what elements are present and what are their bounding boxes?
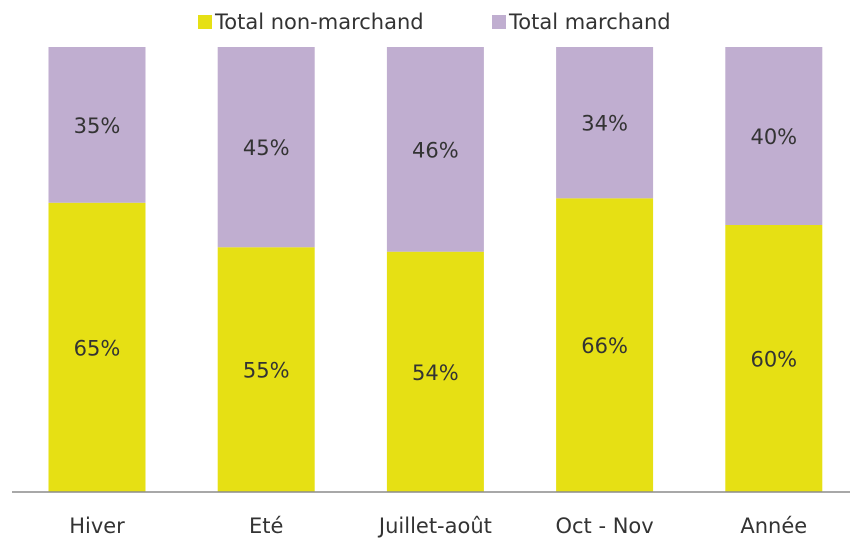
legend-label: Total marchand bbox=[508, 10, 671, 34]
value-label: 66% bbox=[581, 334, 628, 358]
bar-segment bbox=[217, 47, 315, 248]
bar-segment bbox=[556, 47, 654, 199]
value-label: 40% bbox=[750, 125, 797, 149]
value-label: 45% bbox=[243, 136, 290, 160]
bar-segment bbox=[725, 225, 823, 492]
bar-segment bbox=[556, 198, 654, 493]
value-label: 34% bbox=[581, 112, 628, 136]
value-label: 35% bbox=[74, 114, 121, 138]
bar-segment bbox=[725, 47, 823, 225]
value-label: 55% bbox=[243, 359, 290, 383]
bar-segment bbox=[48, 47, 146, 203]
value-label: 46% bbox=[412, 138, 459, 162]
bar-segment bbox=[386, 47, 484, 252]
legend-swatch bbox=[492, 15, 506, 29]
bar-segment bbox=[386, 251, 484, 492]
x-tick-label: Hiver bbox=[69, 514, 125, 538]
value-label: 54% bbox=[412, 361, 459, 385]
x-tick-label: Oct - Nov bbox=[555, 514, 653, 538]
x-tick-label: Année bbox=[740, 514, 807, 538]
value-label: 60% bbox=[750, 348, 797, 372]
bar-segment bbox=[48, 202, 146, 492]
x-tick-label: Eté bbox=[249, 514, 283, 538]
bar-segment bbox=[217, 247, 315, 492]
legend-swatch bbox=[198, 15, 212, 29]
legend-label: Total non-marchand bbox=[214, 10, 424, 34]
x-tick-label: Juillet-août bbox=[377, 514, 492, 538]
value-label: 65% bbox=[74, 336, 121, 360]
